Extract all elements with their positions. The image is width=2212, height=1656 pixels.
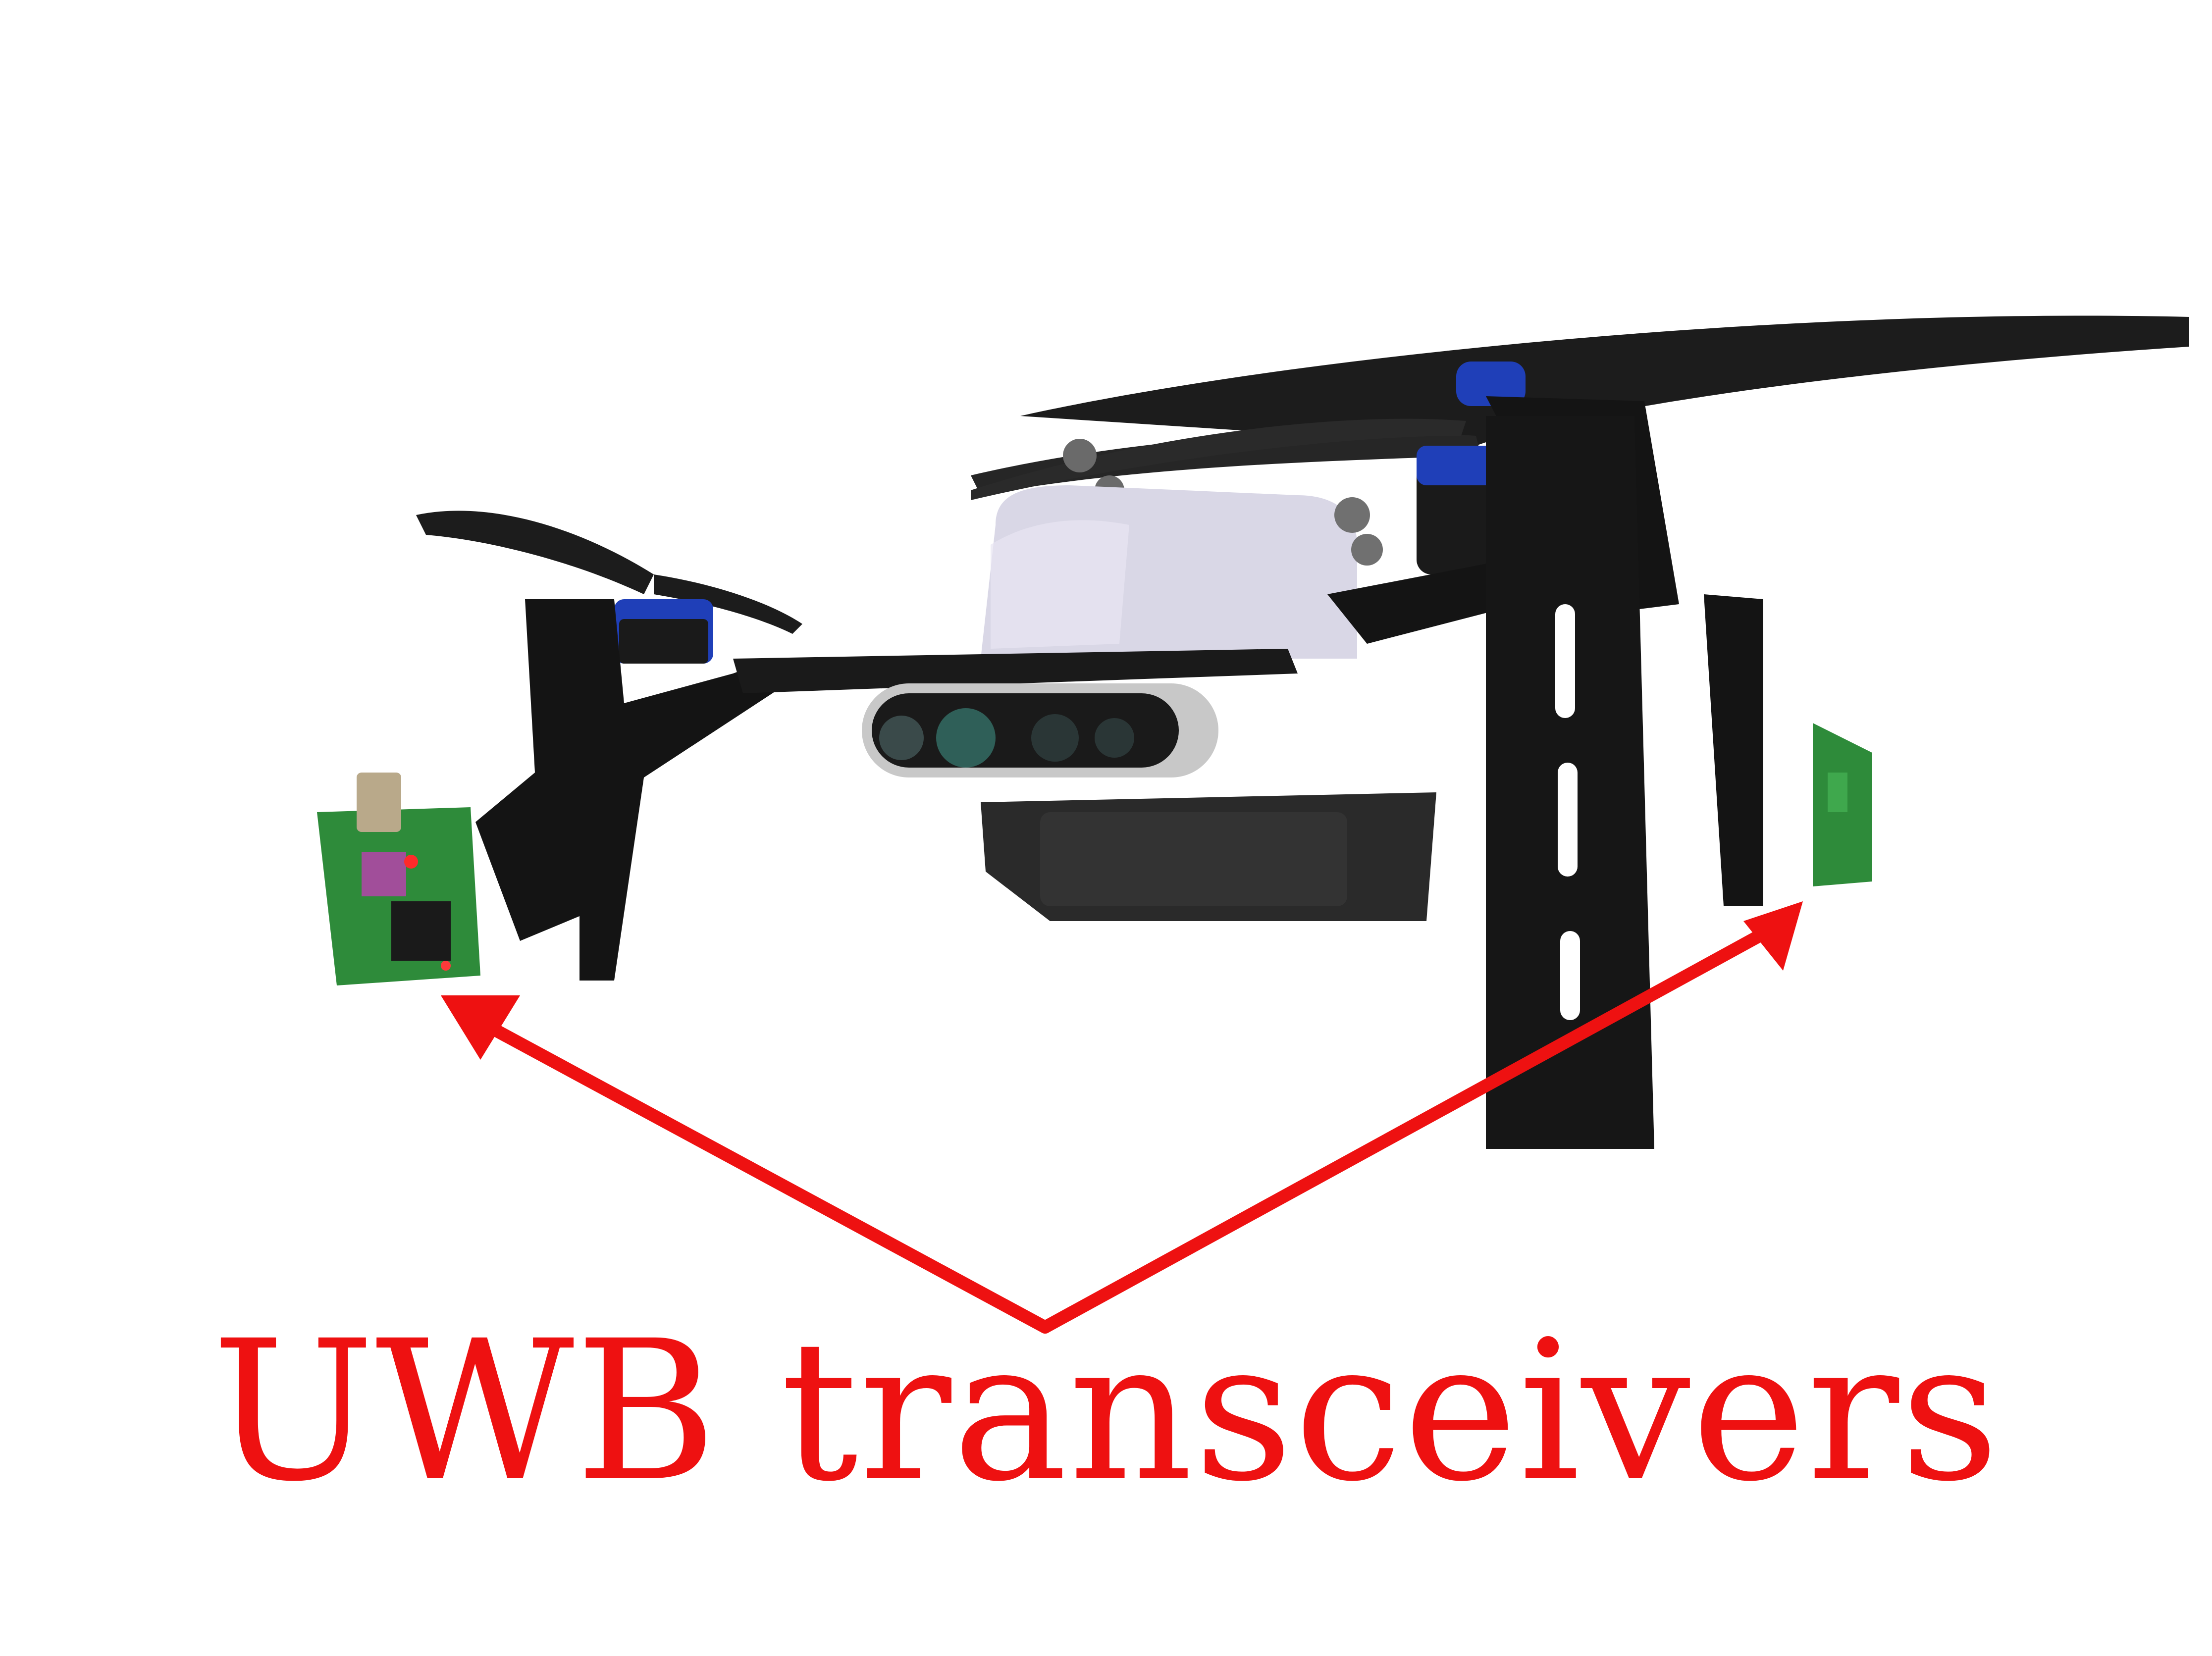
- annotation-caption: UWB transceivers: [211, 1299, 2001, 1524]
- landing-leg: [1486, 416, 1654, 1149]
- right-uwb-transceiver: [1813, 723, 1872, 886]
- left-uwb-transceiver: [317, 773, 480, 985]
- arrow-line-right: [1039, 925, 1775, 1334]
- depth-camera: [862, 683, 1218, 777]
- motor-left: [614, 599, 713, 664]
- annotation-arrows: [489, 925, 1775, 1334]
- battery-body: [981, 792, 1436, 921]
- arrowhead-right: [1743, 901, 1803, 971]
- arrow-line-left: [489, 1024, 1052, 1334]
- propeller-rear-right: [971, 315, 2189, 495]
- compute-enclosure: [981, 485, 1383, 659]
- arrowhead-left: [441, 995, 520, 1060]
- propeller-front-left: [416, 511, 802, 634]
- arrowheads: [441, 901, 1803, 1060]
